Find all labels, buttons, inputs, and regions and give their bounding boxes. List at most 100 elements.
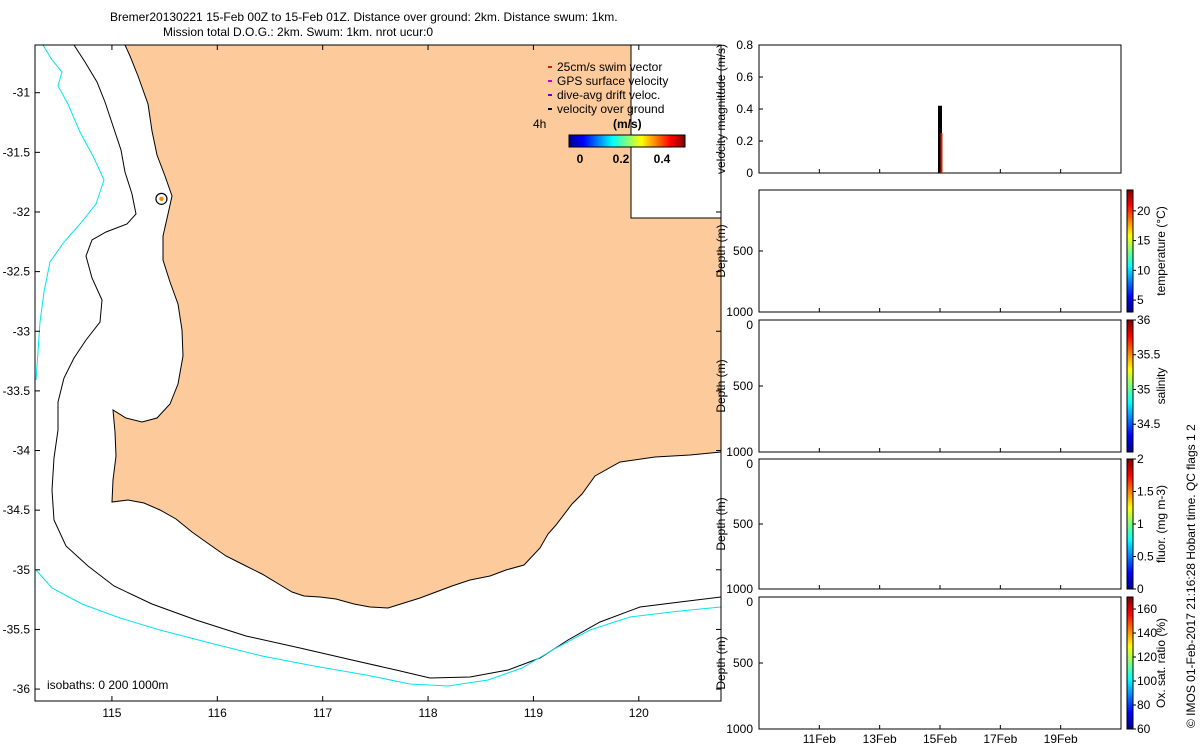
panel-y-tick-label: 500 <box>733 379 753 393</box>
map-x-tick-label: 116 <box>208 706 227 720</box>
time-series-panels: velocity magnitude (m/s) 0 0.2 0.4 0.6 0.8 Dep… <box>714 38 1168 746</box>
panel-3: Depth (m) 0 500 1000 34.5 35 35.5 36 salinity <box>714 313 1168 459</box>
panel-y-tick-label: 1000 <box>726 305 753 319</box>
imos-watermark: © IMOS 01-Feb-2017 21:16:28 Hobart time.… <box>1184 424 1198 728</box>
map-y-tick-label: -36 <box>13 682 31 696</box>
panel-frame <box>758 458 1122 590</box>
map-y-tick-label: -34 <box>13 444 31 458</box>
map-x-tick-label: 117 <box>313 706 332 720</box>
colorbar-tick-label: 36 <box>1137 313 1151 327</box>
colorbar-tick-label: 100 <box>1137 674 1157 688</box>
map-y-tick-label: -33.5 <box>3 384 31 398</box>
panel-y-tick-label: 1000 <box>726 582 753 596</box>
panel-x-tick-label: 11Feb <box>803 732 836 746</box>
panel-ylabel: Depth (m) <box>714 497 728 550</box>
panel-x-tick-label: 13Feb <box>863 732 897 746</box>
panel-x-tick-label: 15Feb <box>923 732 957 746</box>
legend-colorbar-tick: 0.2 <box>613 152 630 166</box>
panel-colorbar <box>1126 458 1134 590</box>
colorbar-tick-label: 1 <box>1137 517 1144 531</box>
panel-y-tick-label: 0 <box>746 595 753 609</box>
panel-y-tick-label: 500 <box>733 244 753 258</box>
colorbar-label: fluor. (mg m-3) <box>1154 485 1168 563</box>
panel-colorbar <box>1126 189 1134 313</box>
isobath-200m <box>51 45 721 679</box>
legend-item-label: GPS surface velocity <box>557 74 668 88</box>
panel-colorbar <box>1126 596 1134 730</box>
colorbar-tick-label: 160 <box>1137 602 1157 616</box>
land-mass <box>111 45 721 609</box>
map-y-tick-label: -31 <box>13 86 31 100</box>
panel-frame <box>758 319 1122 453</box>
legend-colorbar-tick: 0 <box>577 152 584 166</box>
legend-interval: 4h <box>533 117 546 131</box>
map-y-tick-label: -34.5 <box>3 503 31 517</box>
panel-y-tick-label: 0 <box>746 457 753 471</box>
colorbar-tick-label: 15 <box>1137 234 1151 248</box>
panel-ylabel: Depth (m) <box>714 636 728 689</box>
colorbar-tick-label: 5 <box>1137 293 1144 307</box>
panel-ylabel: Depth (m) <box>714 224 728 277</box>
colorbar-tick-label: 120 <box>1137 650 1157 664</box>
panel-y-tick-label: 0.4 <box>736 102 753 116</box>
colorbar-label: Ox. sat. ratio (%) <box>1154 618 1168 708</box>
panel-y-tick-label: 0.6 <box>736 70 753 84</box>
panel-frame <box>758 596 1122 730</box>
colorbar-tick-label: 60 <box>1137 722 1151 736</box>
map-y-ticks: -31 -31.5 -32 -32.5 -33 -33.5 -34 -34.5 -35 -35.5… <box>3 86 721 696</box>
map-x-ticks: 115 116 117 118 119 120 <box>102 45 649 720</box>
colorbar-tick-label: 0 <box>1137 582 1144 596</box>
glider-position-ring <box>155 192 168 205</box>
colorbar-tick-label: 10 <box>1137 263 1151 277</box>
panel-colorbar <box>1126 319 1134 453</box>
panel-y-tick-label: 0.8 <box>736 38 753 52</box>
panel-x-tick-label: 19Feb <box>1044 732 1078 746</box>
panel-ylabel: Depth (m) <box>714 359 728 412</box>
isobaths-label: isobaths: 0 200 1000m <box>47 678 168 692</box>
legend-item-label: dive-avg drift veloc. <box>557 88 660 102</box>
map-x-tick-label: 118 <box>418 706 437 720</box>
panel-5: Depth (m) 0 500 1000 60 80 100 120 140 160 Ox. sat… <box>714 595 1168 746</box>
colorbar-tick-label: 34.5 <box>1137 417 1161 431</box>
map-y-tick-label: -31.5 <box>3 145 31 159</box>
colorbar-tick-label: 35.5 <box>1137 348 1161 362</box>
map-y-tick-label: -32.5 <box>3 265 31 279</box>
panel-4: Depth (m) 0 500 1000 0 0.5 1 1.5 2 fluor. (mg m-3… <box>714 452 1168 596</box>
map-x-tick-label: 119 <box>524 706 543 720</box>
panel-y-tick-label: 1000 <box>726 722 753 736</box>
panel-x-tick-label: 17Feb <box>983 732 1017 746</box>
legend-colorbar-ticks: 0 0.2 0.4 <box>577 152 671 166</box>
legend-colorbar-title: (m/s) <box>613 117 642 131</box>
colorbar-tick-label: 80 <box>1137 698 1151 712</box>
panel-y-tick-label: 1000 <box>726 445 753 459</box>
map-y-tick-label: -32 <box>13 205 31 219</box>
map-y-tick-label: -35 <box>13 563 31 577</box>
legend-item-label: 25cm/s swim vector <box>557 60 662 74</box>
legend-item-label: velocity over ground <box>557 102 664 116</box>
isobath-1000m-south <box>35 569 721 687</box>
colorbar-tick-label: 1.5 <box>1137 485 1154 499</box>
panel-y-tick-label: 0.2 <box>736 134 753 148</box>
isobath-1000m <box>35 45 105 381</box>
panel-ylabel: velocity magnitude (m/s) <box>714 44 728 174</box>
panel-y-tick-label: 0 <box>746 318 753 332</box>
map-x-tick-label: 115 <box>102 706 121 720</box>
glider-position-dot <box>159 196 164 202</box>
panel-y-tick-label: 0 <box>746 166 753 180</box>
colorbar-label: salinity <box>1154 368 1168 405</box>
map-plot: 115 116 117 118 119 120 -31-31.5-32-32.5-33-3… <box>3 44 722 720</box>
legend-colorbar <box>568 134 686 148</box>
panel-y-tick-label: 500 <box>733 517 753 531</box>
map-y-tick-label: -35.5 <box>3 622 31 636</box>
colorbar-tick-label: 0.5 <box>1137 550 1154 564</box>
map-y-tick-label: -33 <box>13 324 31 338</box>
legend-colorbar-tick: 0.4 <box>654 152 671 166</box>
colorbar-tick-label: 140 <box>1137 626 1157 640</box>
colorbar-label: temperature (°C) <box>1154 206 1168 296</box>
map-x-tick-label: 120 <box>629 706 649 720</box>
chart-title: Bremer20130221 15-Feb 00Z to 15-Feb 01Z.… <box>110 10 618 24</box>
colorbar-tick-label: 35 <box>1137 382 1151 396</box>
map-frame <box>34 44 722 702</box>
